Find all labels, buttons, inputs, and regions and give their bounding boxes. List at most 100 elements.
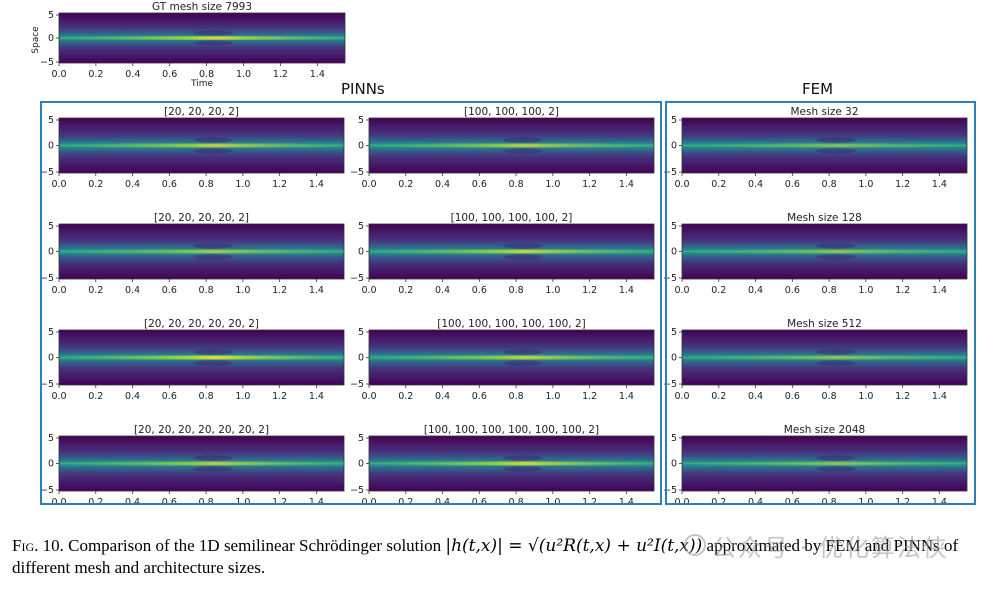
x-tick-label: 1.0: [545, 391, 560, 402]
heatmap-dark-notch: [192, 254, 233, 260]
x-tick-label: 1.2: [272, 391, 287, 402]
heatmap-dark-notch: [502, 254, 543, 260]
y-tick-label: 5: [48, 433, 54, 444]
y-tick-label: 0: [48, 247, 54, 258]
caption-label: Fig. 10.: [12, 536, 64, 555]
panel-title: [100, 100, 100, 2]: [464, 106, 559, 118]
x-tick-label: 0.4: [748, 497, 763, 508]
x-tick-label: 1.4: [619, 179, 634, 190]
panel-title: [20, 20, 20, 2]: [164, 106, 239, 118]
heatmap-panel: Mesh size 512 0.0 0.2 0.4 0.6 0.8 1.0 1.2 1.4 5 0 −…: [663, 318, 968, 402]
y-axis-label: Space: [31, 26, 41, 54]
y-tick-label: −5: [40, 273, 54, 284]
y-tick-label: −5: [40, 485, 54, 496]
y-tick-label: −5: [663, 167, 677, 178]
heatmap-center-ridge: [682, 143, 967, 148]
x-tick-label: 0.8: [199, 391, 214, 402]
y-tick-label: 0: [48, 459, 54, 470]
heatmap-center-ridge: [59, 249, 344, 254]
x-tick-label: 0.6: [785, 391, 800, 402]
x-tick-label: 1.2: [272, 285, 287, 296]
x-tick-label: 0.2: [88, 391, 103, 402]
x-tick-label: 0.2: [711, 391, 726, 402]
x-tick-label: 1.4: [619, 391, 634, 402]
x-tick-label: 0.4: [435, 285, 450, 296]
x-tick-label: 0.2: [398, 285, 413, 296]
heatmap-panel: GT mesh size 7993 0.0 0.2 0.4 0.6 0.8 1.0 1.2 1.…: [40, 1, 346, 80]
fem-group-frame: [665, 101, 976, 505]
heatmap-panel: Mesh size 2048 0.0 0.2 0.4 0.6 0.8 1.0 1.2 1.4 5 0…: [663, 424, 968, 508]
x-tick-label: 1.2: [582, 285, 597, 296]
x-tick-label: 0.8: [509, 179, 524, 190]
x-tick-label: 0.2: [88, 285, 103, 296]
x-tick-label: 1.2: [582, 391, 597, 402]
x-tick-label: 0.4: [748, 391, 763, 402]
y-tick-label: 5: [671, 327, 677, 338]
x-tick-label: 0.4: [748, 285, 763, 296]
heatmap-dark-notch: [192, 466, 233, 472]
heatmap-center-ridge: [59, 461, 344, 466]
x-tick-label: 0.2: [88, 497, 103, 508]
x-tick-label: 0.6: [162, 285, 177, 296]
x-tick-label: 1.0: [545, 179, 560, 190]
x-tick-label: 1.4: [310, 69, 325, 80]
y-tick-label: 5: [358, 327, 364, 338]
heatmap-dark-notch: [192, 349, 233, 355]
x-tick-label: 0.0: [51, 497, 66, 508]
y-tick-label: −5: [663, 485, 677, 496]
y-tick-label: 0: [48, 141, 54, 152]
x-tick-label: 0.6: [785, 179, 800, 190]
x-tick-label: 0.6: [472, 179, 487, 190]
x-tick-label: 0.8: [199, 497, 214, 508]
x-tick-label: 0.2: [398, 391, 413, 402]
x-tick-label: 0.6: [472, 497, 487, 508]
x-tick-label: 0.0: [51, 179, 66, 190]
heatmap-panel: [20, 20, 20, 2] 0.0 0.2 0.4 0.6 0.8 1.0 1.2 1.4 5…: [40, 106, 345, 190]
y-tick-label: 0: [358, 459, 364, 470]
x-tick-label: 1.0: [235, 497, 250, 508]
heatmap-center-ridge: [59, 36, 345, 40]
y-tick-label: −5: [350, 379, 364, 390]
heatmap-dark-notch: [192, 137, 233, 143]
x-tick-label: 0.4: [435, 391, 450, 402]
heatmap-panel: [100, 100, 100, 100, 100, 2] 0.0 0.2 0.4 0.6…: [350, 318, 655, 402]
x-tick-label: 0.8: [199, 179, 214, 190]
heatmap-dark-notch: [502, 148, 543, 154]
heatmap-dark-notch: [193, 30, 234, 36]
y-tick-label: 0: [358, 353, 364, 364]
caption-formula: |h(t,x)| = √(u²R(t,x) + u²I(t,x)): [445, 536, 703, 556]
y-tick-label: 5: [48, 327, 54, 338]
y-tick-label: 0: [358, 247, 364, 258]
heatmap-panel: [20, 20, 20, 20, 20, 20, 2] 0.0 0.2 0.4 0.6 0…: [40, 424, 345, 508]
x-tick-label: 0.0: [361, 391, 376, 402]
x-tick-label: 0.8: [199, 285, 214, 296]
x-tick-label: 0.2: [88, 69, 103, 80]
heatmap-center-ridge: [369, 143, 654, 148]
y-tick-label: 5: [671, 433, 677, 444]
x-tick-label: 1.0: [858, 285, 873, 296]
heatmap-panel: Mesh size 32 0.0 0.2 0.4 0.6 0.8 1.0 1.2 1.4 5 0 −5: [663, 106, 968, 190]
pinns-group-title: PINNs: [341, 80, 385, 98]
x-tick-label: 1.2: [895, 285, 910, 296]
panel-title: [100, 100, 100, 100, 2]: [451, 212, 573, 224]
panel-title: Mesh size 32: [790, 106, 858, 118]
x-tick-label: 0.6: [162, 69, 177, 80]
watermark-icon: [684, 534, 706, 556]
y-tick-label: −5: [663, 379, 677, 390]
heatmap-dark-notch: [815, 254, 856, 260]
x-tick-label: 1.4: [309, 179, 324, 190]
x-tick-label: 1.0: [858, 497, 873, 508]
y-tick-label: 0: [671, 353, 677, 364]
x-tick-label: 0.4: [125, 497, 140, 508]
x-tick-label: 0.6: [785, 285, 800, 296]
heatmap-dark-notch: [192, 148, 233, 154]
x-tick-label: 1.0: [858, 179, 873, 190]
y-tick-label: 5: [48, 115, 54, 126]
y-tick-label: 0: [48, 33, 54, 44]
heatmap-dark-notch: [192, 360, 233, 366]
y-tick-label: −5: [40, 57, 54, 68]
x-tick-label: 1.2: [895, 391, 910, 402]
y-tick-label: −5: [350, 485, 364, 496]
x-tick-label: 0.8: [509, 497, 524, 508]
y-tick-label: −5: [350, 167, 364, 178]
